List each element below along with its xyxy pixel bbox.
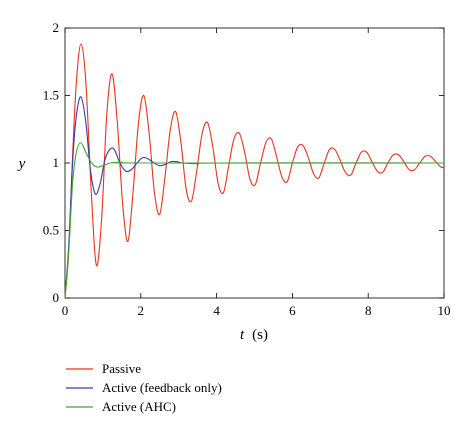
x-tick-label: 8 <box>365 303 372 318</box>
x-ticks: 0 2 4 6 8 10 <box>62 28 451 318</box>
x-axis-label: t (s) <box>240 326 268 343</box>
y-tick-label: 0 <box>53 290 60 305</box>
legend: Passive Active (feedback only) Active (AHC… <box>66 361 222 414</box>
x-tick-label: 2 <box>138 303 145 318</box>
x-tick-label: 10 <box>438 303 451 318</box>
series-line-1 <box>64 96 445 299</box>
series-line-0 <box>64 43 445 299</box>
legend-label: Active (AHC) <box>102 399 176 414</box>
series-line-2 <box>64 142 445 299</box>
legend-label: Passive <box>102 361 141 376</box>
y-tick-label: 1.5 <box>43 88 59 103</box>
x-axis-unit: (s) <box>252 327 268 343</box>
y-ticks: 0 0.5 1 1.5 2 <box>43 20 444 305</box>
series-lines <box>64 43 445 299</box>
x-tick-label: 4 <box>213 303 220 318</box>
x-tick-label: 6 <box>289 303 296 318</box>
y-tick-label: 1 <box>53 155 60 170</box>
y-axis-label: y <box>17 156 26 172</box>
x-tick-label: 0 <box>62 303 69 318</box>
x-axis-variable: t <box>240 327 245 343</box>
legend-label: Active (feedback only) <box>102 380 222 395</box>
y-tick-label: 0.5 <box>43 223 59 238</box>
y-tick-label: 2 <box>53 20 60 35</box>
